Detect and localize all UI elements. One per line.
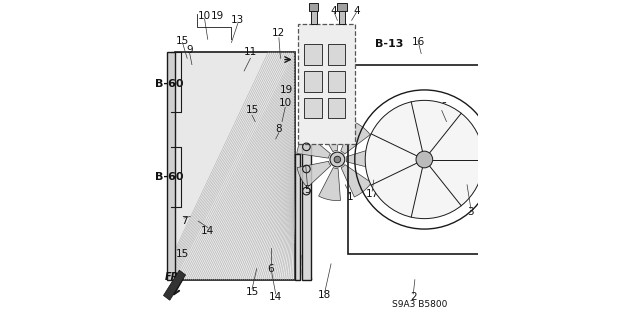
Text: 19: 19 [211,11,224,21]
Bar [304,44,321,65]
FancyBboxPatch shape [495,136,518,183]
Text: 10: 10 [278,98,292,108]
Circle shape [416,151,433,168]
Text: FR.: FR. [165,271,183,281]
Bar [328,71,346,92]
Bar [507,182,519,197]
Text: 8: 8 [276,124,282,135]
Text: 7: 7 [180,216,188,226]
Text: 14: 14 [201,226,214,236]
Text: 5: 5 [304,184,310,195]
Text: 15: 15 [245,106,259,115]
Polygon shape [163,270,186,300]
Polygon shape [317,118,339,152]
Bar [304,98,321,118]
Bar [166,52,175,280]
Bar [304,71,321,92]
Polygon shape [340,121,370,154]
Text: 11: 11 [244,47,257,57]
Text: S9A3 B5800: S9A3 B5800 [392,300,447,309]
Text: B-60: B-60 [155,172,183,182]
Bar [339,6,346,24]
Text: 15: 15 [176,36,189,46]
Polygon shape [319,167,340,201]
Text: 18: 18 [318,291,332,300]
Text: 19: 19 [280,85,293,95]
Polygon shape [341,165,371,197]
Polygon shape [297,133,330,158]
Bar [302,116,311,280]
Text: 12: 12 [272,28,285,38]
Text: 4: 4 [331,6,337,16]
Text: 3: 3 [468,207,474,217]
Bar [328,98,346,118]
Text: 14: 14 [269,292,282,302]
Circle shape [330,152,345,167]
Bar [175,52,294,280]
Text: 15: 15 [176,249,189,259]
Text: B-13: B-13 [376,39,404,49]
Bar [298,24,355,144]
Bar [328,44,346,65]
Polygon shape [297,161,331,188]
Bar [337,3,347,11]
Text: 13: 13 [231,15,244,26]
Circle shape [334,156,340,163]
Text: 9: 9 [186,45,193,56]
Text: B-60: B-60 [155,78,183,89]
Text: 10: 10 [198,11,211,21]
Bar [310,6,317,24]
Bar [294,154,300,280]
Text: 16: 16 [412,38,425,48]
Circle shape [365,100,483,219]
Polygon shape [346,147,378,170]
Text: 16: 16 [435,102,449,112]
Text: 6: 6 [268,263,275,274]
Text: 1: 1 [347,192,353,203]
Bar [348,65,500,254]
Bar [309,3,319,11]
Text: 17: 17 [365,189,379,199]
Text: 2: 2 [410,292,417,302]
Text: 4: 4 [353,6,360,16]
Text: 15: 15 [245,287,259,297]
